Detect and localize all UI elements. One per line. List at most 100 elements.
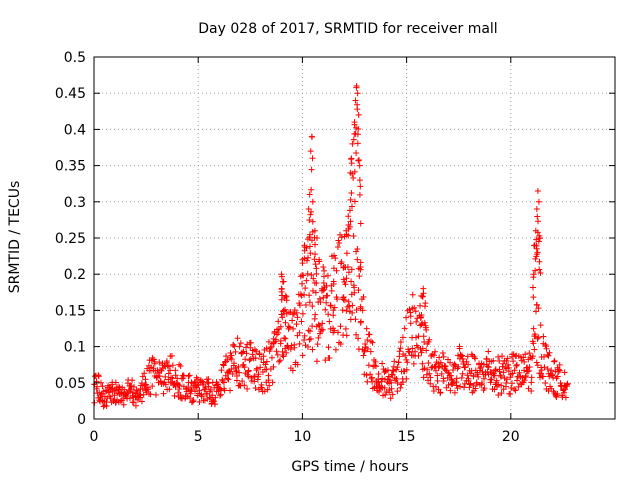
data-point bbox=[419, 293, 426, 300]
data-point bbox=[244, 385, 251, 392]
data-point bbox=[239, 378, 246, 385]
data-point bbox=[475, 373, 482, 380]
data-point bbox=[221, 387, 228, 394]
data-point bbox=[134, 390, 141, 397]
data-point bbox=[220, 362, 227, 369]
data-point bbox=[333, 267, 340, 274]
data-point bbox=[185, 373, 192, 380]
data-point bbox=[503, 380, 510, 387]
data-point bbox=[285, 344, 292, 351]
data-point bbox=[268, 354, 275, 361]
data-point bbox=[375, 379, 382, 386]
data-point bbox=[345, 269, 352, 276]
data-point bbox=[361, 347, 368, 354]
data-point bbox=[495, 381, 502, 388]
data-point bbox=[330, 280, 337, 287]
data-point bbox=[166, 386, 173, 393]
data-point bbox=[355, 111, 362, 118]
data-point bbox=[142, 376, 149, 383]
data-point bbox=[306, 234, 313, 241]
data-point bbox=[165, 363, 172, 370]
data-point bbox=[211, 398, 218, 405]
data-point bbox=[526, 350, 533, 357]
data-point bbox=[526, 363, 533, 370]
data-point bbox=[233, 377, 240, 384]
data-point bbox=[95, 373, 102, 380]
data-point bbox=[355, 335, 362, 342]
data-point bbox=[321, 267, 328, 274]
y-tick-label: 0.35 bbox=[55, 159, 86, 175]
data-point bbox=[316, 258, 323, 265]
data-point bbox=[331, 252, 338, 259]
data-point bbox=[304, 343, 311, 350]
data-point bbox=[230, 342, 237, 349]
data-point bbox=[348, 278, 355, 285]
data-point bbox=[320, 273, 327, 280]
data-point bbox=[445, 356, 452, 363]
data-point bbox=[313, 265, 320, 272]
data-point bbox=[324, 292, 331, 299]
data-point bbox=[338, 258, 345, 265]
data-point bbox=[304, 270, 311, 277]
data-point bbox=[391, 358, 398, 365]
data-point bbox=[551, 358, 558, 365]
data-point bbox=[313, 358, 320, 365]
data-point bbox=[172, 372, 179, 379]
data-point bbox=[93, 378, 100, 385]
data-point bbox=[423, 326, 430, 333]
data-point bbox=[149, 383, 156, 390]
data-point bbox=[326, 355, 333, 362]
data-point bbox=[402, 352, 409, 359]
data-point bbox=[530, 325, 537, 332]
data-point bbox=[500, 360, 507, 367]
data-point bbox=[348, 189, 355, 196]
data-point bbox=[307, 335, 314, 342]
data-point bbox=[242, 356, 249, 363]
data-point bbox=[282, 335, 289, 342]
data-point bbox=[430, 387, 437, 394]
data-point bbox=[188, 386, 195, 393]
data-point bbox=[315, 334, 322, 341]
data-point bbox=[95, 372, 102, 379]
data-point bbox=[225, 376, 232, 383]
data-point bbox=[215, 381, 222, 388]
data-point bbox=[373, 383, 380, 390]
data-point bbox=[493, 377, 500, 384]
data-point bbox=[305, 327, 312, 334]
data-point bbox=[138, 398, 145, 405]
data-point bbox=[306, 191, 313, 198]
data-point bbox=[393, 375, 400, 382]
data-point bbox=[450, 379, 457, 386]
data-point bbox=[301, 332, 308, 339]
data-point bbox=[141, 370, 148, 377]
data-point bbox=[544, 366, 551, 373]
data-point bbox=[346, 207, 353, 214]
data-point bbox=[283, 293, 290, 300]
data-point bbox=[139, 373, 146, 380]
y-tick-label: 0.45 bbox=[55, 86, 86, 102]
data-point bbox=[302, 301, 309, 308]
data-point bbox=[536, 235, 543, 241]
data-point bbox=[528, 388, 535, 395]
data-point bbox=[458, 374, 465, 381]
data-point bbox=[505, 361, 512, 368]
data-point bbox=[330, 307, 337, 314]
data-point bbox=[247, 339, 254, 346]
data-point bbox=[263, 358, 270, 365]
data-point bbox=[332, 346, 339, 353]
data-point bbox=[564, 380, 571, 387]
data-point bbox=[273, 348, 280, 355]
data-point bbox=[264, 386, 271, 393]
data-point bbox=[275, 329, 282, 336]
data-point bbox=[353, 306, 360, 313]
data-point bbox=[447, 372, 454, 379]
data-point bbox=[308, 186, 315, 193]
data-point bbox=[167, 367, 174, 374]
data-point bbox=[296, 329, 303, 336]
data-point bbox=[152, 391, 159, 398]
data-point bbox=[543, 345, 550, 352]
data-point bbox=[308, 272, 315, 279]
data-point bbox=[439, 349, 446, 356]
data-point bbox=[534, 213, 541, 220]
data-point bbox=[371, 362, 378, 369]
